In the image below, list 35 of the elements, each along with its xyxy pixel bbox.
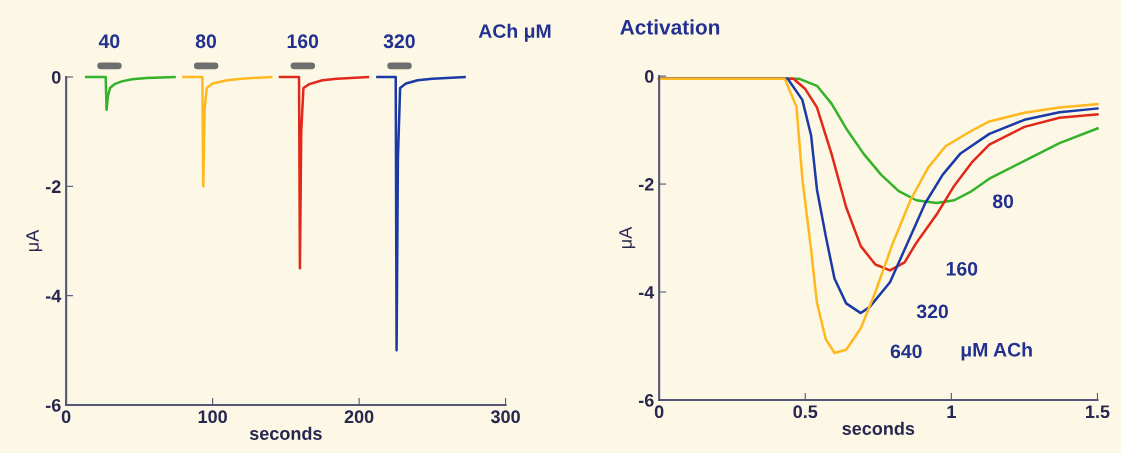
series-label: 40 — [98, 34, 120, 49]
x-tick-label: 100 — [198, 410, 227, 424]
y-tick-label: -4 — [638, 286, 655, 299]
x-tick-label: 0 — [61, 410, 71, 424]
series-label: 80 — [992, 194, 1014, 209]
line-series — [278, 75, 370, 270]
x-tick-label: 0 — [654, 405, 664, 419]
y-tick-label: -2 — [45, 180, 61, 193]
y-tick-label: 0 — [51, 70, 61, 84]
x-tick-label: 200 — [344, 410, 374, 424]
text: ACh μM — [478, 23, 551, 42]
y-tick-label: -6 — [638, 393, 654, 407]
y-tick-label: -4 — [45, 289, 62, 303]
y-tick-label: -2 — [638, 178, 654, 191]
series-label: 320 — [916, 304, 948, 319]
x-axis-title: seconds — [249, 426, 322, 440]
y-tick-label: 0 — [644, 70, 654, 83]
line-series — [182, 75, 273, 188]
x-tick-label: 0.5 — [793, 405, 818, 419]
line-series — [376, 75, 466, 352]
series-label: 80 — [195, 34, 217, 49]
chart-title: Activation — [620, 19, 720, 35]
series-label: 160 — [946, 261, 978, 276]
series-label: 320 — [383, 34, 415, 49]
x-axis-title: seconds — [842, 421, 915, 435]
line-series — [84, 75, 176, 112]
y-axis-title: μA — [26, 229, 43, 251]
y-axis-title: μA — [619, 226, 636, 249]
x-tick-label: 1 — [947, 405, 956, 418]
x-tick-label: 300 — [490, 410, 520, 424]
series-label: 640 — [890, 344, 922, 359]
y-tick-label: -6 — [45, 398, 61, 412]
series-label: 160 — [287, 34, 319, 49]
annotation: μM ACh — [961, 342, 1032, 361]
x-tick-label: 1.5 — [1086, 405, 1110, 419]
